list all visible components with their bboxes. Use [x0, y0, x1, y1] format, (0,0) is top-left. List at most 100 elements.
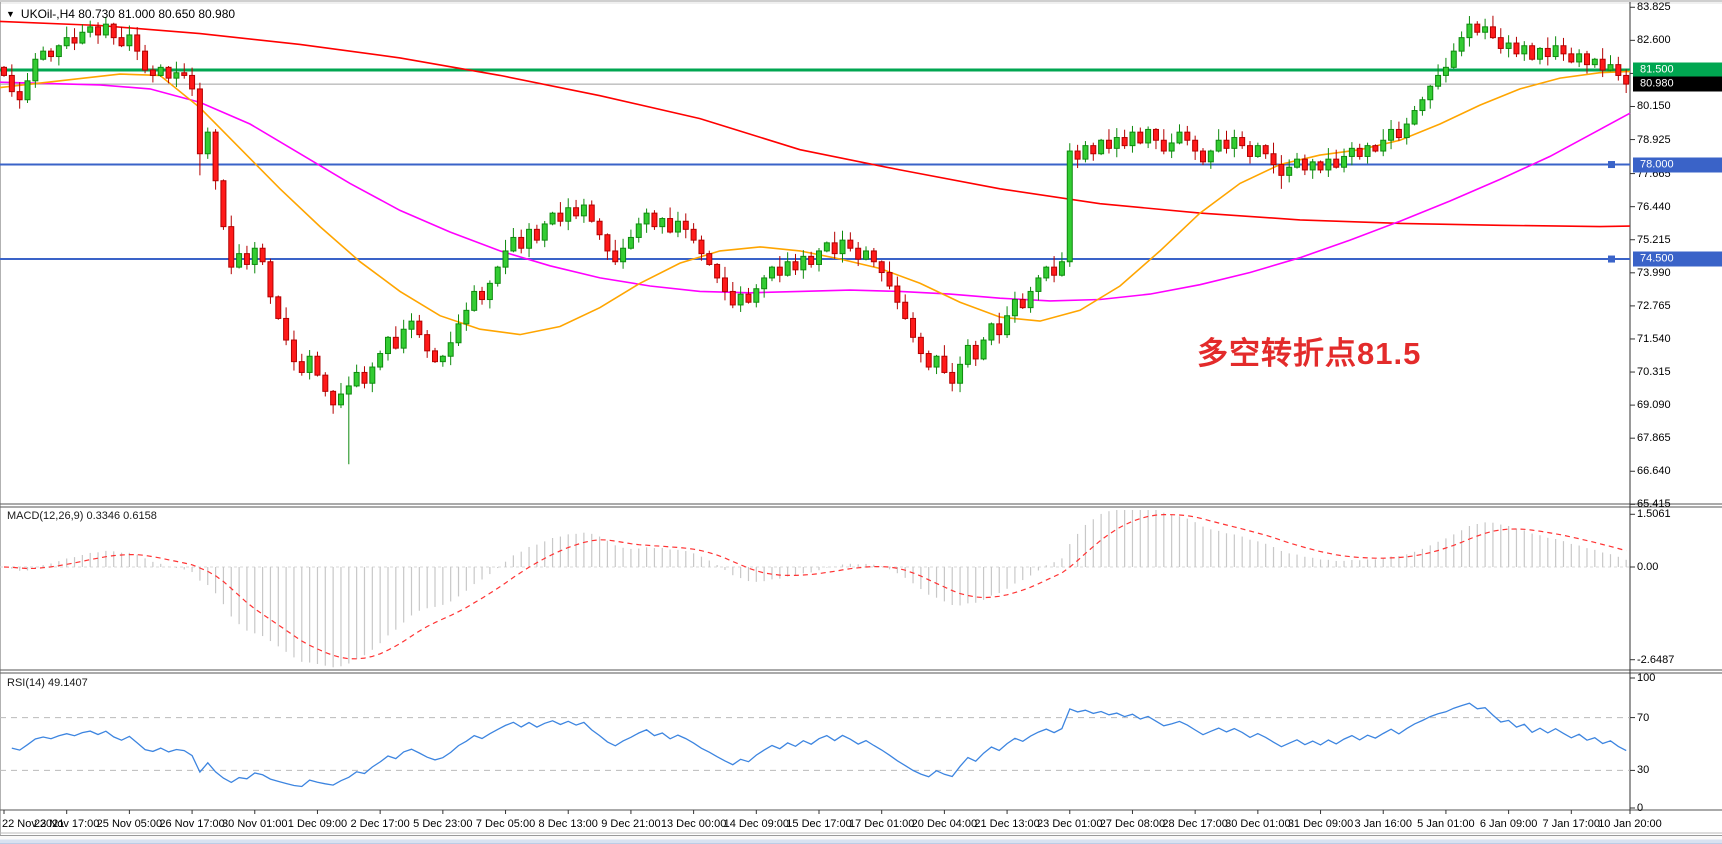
candle-body	[283, 317, 290, 341]
candle-body	[322, 374, 329, 392]
candle-body	[588, 204, 595, 222]
time-tick-label: 15 Dec 17:00	[786, 818, 852, 830]
candle-body	[1442, 66, 1449, 76]
candle-body	[165, 66, 172, 79]
candle-body	[823, 242, 830, 252]
candle-body	[565, 207, 572, 222]
candle-body	[1317, 161, 1324, 171]
time-tick-label: 2 Dec 17:00	[350, 818, 410, 830]
time-tick-label: 22 Nov 2021	[2, 818, 65, 830]
candle-body	[1035, 277, 1042, 292]
candle-body	[980, 339, 987, 360]
candle-body	[1364, 145, 1371, 157]
candle-body	[620, 247, 627, 263]
candle-body	[126, 34, 133, 47]
candle-body	[16, 91, 23, 101]
candle-body	[1152, 128, 1159, 141]
time-tick-label: 17 Dec 01:00	[848, 818, 915, 830]
candle-body	[369, 366, 376, 384]
candle-body	[1560, 45, 1567, 55]
candle-body	[314, 355, 321, 376]
candle-body	[330, 390, 337, 406]
price-tag-74.500: 74.500	[1633, 251, 1722, 267]
candle-body	[228, 226, 235, 268]
price-tick-label: 76.440	[1637, 200, 1671, 213]
candle-body	[251, 247, 258, 265]
candle-body	[1247, 145, 1254, 157]
candle-body	[377, 353, 384, 368]
time-tick-label: 20 Dec 04:00	[911, 818, 978, 830]
candle-body	[557, 212, 564, 222]
rsi-tick-label: 100	[1637, 672, 1656, 684]
candle-body	[1544, 47, 1551, 58]
candle-body	[1458, 37, 1465, 52]
candle-body	[816, 250, 822, 265]
candle-body	[502, 250, 509, 268]
candle-body	[690, 228, 697, 241]
candle-body	[455, 323, 462, 344]
price-tick-label: 75.215	[1637, 233, 1671, 246]
candle-body	[63, 37, 70, 47]
candle-body	[392, 336, 399, 349]
candle-body	[1262, 145, 1269, 155]
price-tick-label: 65.415	[1637, 498, 1671, 511]
candle-body	[142, 50, 149, 71]
price-tick-label: 67.865	[1637, 432, 1671, 445]
candle-body	[1129, 131, 1136, 147]
candle-body	[933, 355, 940, 368]
candle-body	[1482, 26, 1489, 33]
candle-body	[1199, 150, 1206, 163]
candle-body	[220, 180, 227, 228]
time-tick-label: 10 Jan 20:00	[1598, 818, 1662, 830]
candle-body	[236, 253, 243, 268]
candle-body	[753, 288, 760, 303]
candle-body	[1137, 131, 1144, 144]
candle-body	[1583, 53, 1590, 66]
macd-tick-label: 0.00	[1637, 561, 1659, 573]
candle-body	[627, 236, 634, 249]
candle-body	[1145, 128, 1152, 144]
candle-body	[831, 242, 838, 255]
candle-body	[1058, 261, 1065, 276]
candle-body	[1294, 158, 1301, 168]
candle-body	[8, 74, 15, 93]
candle-body	[1192, 139, 1199, 152]
candle-body	[1513, 42, 1520, 55]
chart-dropdown-icon[interactable]: ▼	[6, 9, 15, 19]
annotation-text: 多空转折点81.5	[1197, 336, 1422, 371]
candle-body	[353, 371, 360, 387]
candle-body	[1168, 142, 1175, 152]
candle-body	[1090, 145, 1097, 155]
hline-drag-handle[interactable]	[1608, 161, 1615, 169]
candle-body	[925, 353, 932, 368]
candle-body	[95, 26, 102, 36]
candle-body	[659, 218, 666, 228]
price-tag-81.500: 81.500	[1633, 62, 1722, 78]
candle-body	[1536, 47, 1543, 60]
hline-drag-handle[interactable]	[1608, 255, 1615, 263]
candle-body	[651, 212, 658, 228]
time-tick-label: 9 Dec 21:00	[601, 818, 661, 830]
candle-body	[1450, 50, 1457, 68]
candle-body	[839, 239, 846, 255]
symbol-title-text: UKOil-,H4 80.730 81.000 80.650 80.980	[20, 7, 236, 21]
candle-body	[243, 253, 250, 265]
candle-body	[1521, 45, 1528, 55]
candle-body	[894, 285, 901, 303]
candle-body	[612, 250, 619, 263]
candle-body	[1474, 23, 1481, 33]
candle-body	[71, 37, 78, 44]
candle-body	[494, 266, 501, 284]
time-tick-label: 5 Jan 01:00	[1417, 818, 1475, 830]
candles-group	[1, 15, 1630, 465]
candle-body	[1333, 158, 1340, 168]
candle-body	[721, 277, 728, 292]
price-tick-label: 72.765	[1637, 299, 1671, 312]
time-tick-label: 26 Nov 17:00	[159, 818, 225, 830]
macd-histogram	[11, 510, 1627, 668]
candle-body	[40, 50, 47, 60]
candle-body	[486, 282, 493, 301]
candle-body	[290, 339, 297, 363]
candle-body	[604, 234, 611, 252]
